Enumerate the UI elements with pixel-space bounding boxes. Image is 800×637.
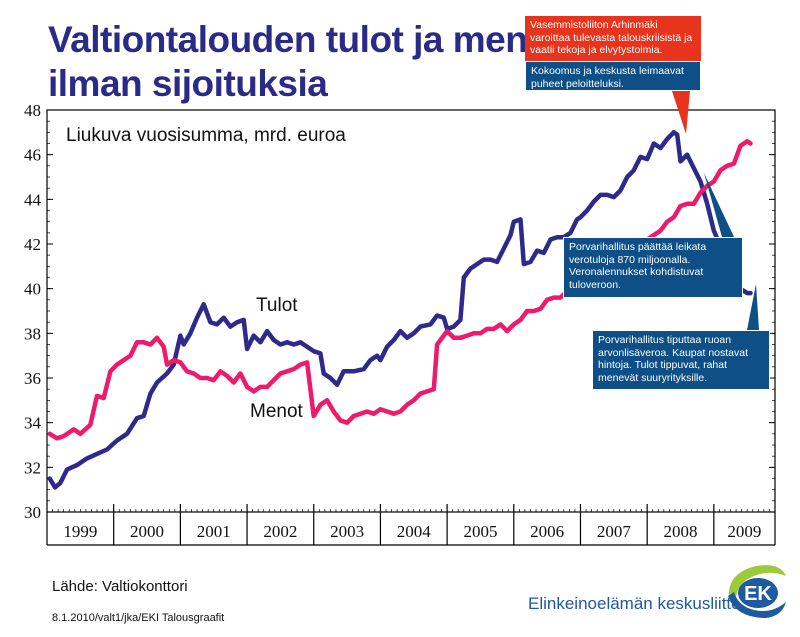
page-title: Valtiontalouden tulot ja menot ilman sij… — [48, 18, 562, 106]
y-tick-label: 34 — [24, 414, 42, 433]
series-line-tulot — [47, 130, 753, 490]
title-line-1: Valtiontalouden tulot ja menot — [48, 19, 562, 60]
y-tick-label: 42 — [24, 235, 41, 254]
footer-note: 8.1.2010/valt1/jka/EKI Talousgraafit — [52, 612, 225, 624]
x-tick-label: 2001 — [197, 522, 231, 541]
chart-axes — [46, 109, 776, 546]
callout-pointer-arvonlisavero — [747, 284, 759, 330]
x-tick-label: 1999 — [63, 522, 97, 541]
y-tick-label: 38 — [24, 324, 41, 343]
y-axis-ticks: 30 32 34 36 38 40 42 44 46 48 — [24, 101, 775, 522]
x-tick-label: 2004 — [397, 522, 432, 541]
callout-pointer-verotulot — [704, 173, 734, 237]
title-line-2: ilman sijoituksia — [48, 63, 328, 104]
chart-series — [47, 130, 753, 490]
y-tick-label: 30 — [24, 503, 41, 522]
series-label-tulot: Tulot — [256, 295, 298, 316]
x-tick-label: 2005 — [463, 522, 497, 541]
x-tick-label: 2003 — [330, 522, 364, 541]
callout-arhinmaki: Vasemmistoliiton Arhinmäki varoittaa tul… — [525, 16, 701, 63]
plot-frame — [46, 109, 776, 513]
brand-name: Elinkeinoelämän keskusliitto — [528, 594, 741, 613]
y-tick-label: 32 — [24, 458, 41, 477]
x-axis-ticks: 1999 2000 2001 2002 2003 2004 2005 2006 2007 2008… — [52, 504, 776, 545]
logo-text: EK — [744, 583, 772, 605]
y-tick-label: 40 — [24, 280, 41, 299]
callout-pointer-arhinmaki — [672, 91, 690, 134]
y-tick-label: 44 — [24, 190, 42, 209]
callout-arvonlisavero: Porvarihallitus tiputtaa ruoan arvonlisä… — [592, 330, 770, 390]
x-tick-label: 2009 — [727, 522, 761, 541]
callout-pointers — [672, 91, 759, 330]
y-tick-label: 46 — [24, 146, 41, 165]
x-tick-label: 2008 — [664, 522, 698, 541]
y-tick-label: 48 — [24, 101, 41, 120]
source-note: Lähde: Valtiokonttori — [52, 578, 188, 595]
x-tick-label: 2002 — [263, 522, 297, 541]
ek-logo: EK — [728, 565, 786, 618]
x-tick-label: 2007 — [597, 522, 632, 541]
y-tick-label: 36 — [24, 369, 41, 388]
x-tick-label: 2000 — [130, 522, 164, 541]
chart-subtitle: Liukuva vuosisumma, mrd. euroa — [66, 125, 346, 146]
callout-kokoomus: Kokoomus ja keskusta leimaavat puheet pe… — [525, 61, 701, 91]
series-label-menot: Menot — [250, 401, 304, 422]
callout-verotulot: Porvarihallitus päättää leikata verotulo… — [563, 237, 743, 298]
x-tick-label: 2006 — [530, 522, 564, 541]
